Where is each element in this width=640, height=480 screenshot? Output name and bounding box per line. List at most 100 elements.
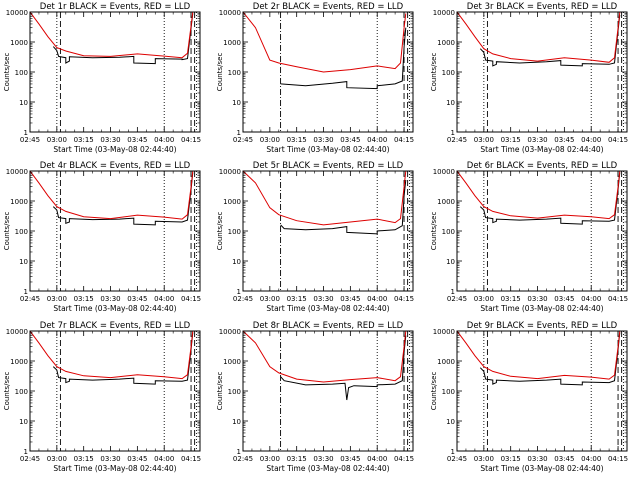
lld-series-line (30, 171, 194, 220)
panel-title: Det 8r BLACK = Events, RED = LLD (253, 321, 404, 331)
y-tick-label: 1000 (10, 39, 28, 47)
x-axis-label: Start Time (03-May-08 02:44:40) (266, 464, 389, 473)
events-series-line (280, 179, 407, 235)
y-tick-label: 10 (232, 99, 241, 107)
x-tick-label: 04:15 (608, 136, 628, 144)
x-tick-label: 04:00 (367, 295, 387, 303)
panel-title: Det 2r BLACK = Events, RED = LLD (253, 2, 404, 12)
y-tick-label: 1000 (437, 39, 455, 47)
y-axis-label: Counts/sec (430, 53, 438, 92)
y-tick-label: 100 (442, 69, 455, 77)
x-tick-label: 02:45 (20, 295, 40, 303)
y-tick-label: 100 (15, 388, 28, 396)
x-tick-label: 03:15 (74, 455, 94, 463)
plot-frame (456, 170, 628, 292)
y-tick-label: 100 (442, 388, 455, 396)
series-group (30, 331, 194, 385)
lld-series-line (30, 331, 194, 380)
y-tick-label: 10 (446, 258, 455, 266)
y-tick-label: 10000 (219, 168, 241, 176)
detector-panel-8: Det 8r BLACK = Events, RED = LLD 1 10 100 10… (216, 321, 414, 473)
x-axis-label: Start Time (03-May-08 02:44:40) (53, 145, 176, 154)
detector-panel-3: Det 3r BLACK = Events, RED = LLD 1 10 100 10… (430, 2, 628, 154)
y-tick-label: 1000 (437, 358, 455, 366)
events-series-line (280, 335, 407, 401)
x-tick-label: 04:00 (367, 136, 387, 144)
series-group (243, 12, 407, 90)
x-tick-label: 04:00 (367, 455, 387, 463)
y-tick-label: 10 (232, 258, 241, 266)
series-group (30, 171, 194, 226)
series-group (243, 331, 407, 401)
x-tick-label: 03:45 (340, 295, 360, 303)
y-tick-label: 10 (446, 418, 455, 426)
x-tick-label: 03:00 (260, 455, 280, 463)
y-tick-label: 10 (19, 258, 28, 266)
x-tick-label: 04:15 (608, 295, 628, 303)
y-tick-label: 1000 (437, 198, 455, 206)
panel-title: Det 5r BLACK = Events, RED = LLD (253, 161, 404, 171)
y-tick-label: 10000 (219, 9, 241, 17)
y-tick-label: 10000 (433, 9, 455, 17)
detector-panel-7: Det 7r BLACK = Events, RED = LLD 1 10 100 10… (3, 321, 201, 473)
y-axis-label: Counts/sec (430, 372, 438, 411)
x-tick-label: 02:45 (20, 136, 40, 144)
series-group (457, 331, 621, 386)
y-tick-label: 1000 (10, 198, 28, 206)
x-tick-label: 04:00 (581, 295, 601, 303)
y-tick-label: 1 (237, 448, 241, 456)
x-tick-label: 03:30 (313, 295, 333, 303)
x-axis-label: Start Time (03-May-08 02:44:40) (480, 304, 603, 313)
lld-series-line (457, 171, 621, 220)
events-series-line (479, 14, 621, 67)
x-axis-label: Start Time (03-May-08 02:44:40) (53, 304, 176, 313)
x-tick-label: 03:00 (260, 136, 280, 144)
y-tick-label: 10 (232, 418, 241, 426)
y-tick-label: 10000 (6, 328, 28, 336)
x-tick-label: 04:15 (394, 455, 414, 463)
x-tick-label: 03:15 (501, 455, 521, 463)
y-tick-label: 100 (15, 228, 28, 236)
y-tick-label: 10 (446, 99, 455, 107)
y-axis-label: Counts/sec (216, 212, 224, 251)
panel-title: Det 3r BLACK = Events, RED = LLD (467, 2, 618, 12)
x-tick-label: 04:15 (394, 136, 414, 144)
y-axis-label: Counts/sec (3, 372, 11, 411)
x-axis-label: Start Time (03-May-08 02:44:40) (266, 304, 389, 313)
x-tick-label: 03:30 (527, 295, 547, 303)
x-tick-label: 03:15 (501, 136, 521, 144)
x-tick-label: 03:45 (340, 136, 360, 144)
panel-title: Det 9r BLACK = Events, RED = LLD (467, 321, 618, 331)
x-tick-label: 03:45 (554, 295, 574, 303)
x-tick-label: 03:45 (127, 295, 147, 303)
x-tick-label: 04:15 (181, 136, 201, 144)
y-tick-label: 100 (228, 69, 241, 77)
y-axis-label: Counts/sec (3, 212, 11, 251)
plot-frame (29, 11, 201, 133)
x-axis-label: Start Time (03-May-08 02:44:40) (266, 145, 389, 154)
y-axis-label: Counts/sec (216, 53, 224, 92)
x-tick-label: 04:00 (581, 455, 601, 463)
x-tick-label: 02:45 (233, 295, 253, 303)
x-tick-label: 03:45 (340, 455, 360, 463)
y-tick-label: 100 (228, 228, 241, 236)
x-tick-label: 03:30 (100, 295, 120, 303)
plot-frame (29, 170, 201, 292)
detector-panel-9: Det 9r BLACK = Events, RED = LLD 1 10 100 10… (430, 321, 628, 473)
x-tick-label: 03:30 (100, 455, 120, 463)
x-tick-label: 03:00 (474, 295, 494, 303)
y-tick-label: 100 (228, 388, 241, 396)
lld-series-line (243, 171, 407, 226)
lld-series-line (30, 12, 194, 59)
x-tick-label: 04:15 (181, 455, 201, 463)
y-tick-label: 10 (19, 99, 28, 107)
x-tick-label: 03:00 (47, 455, 67, 463)
detector-panel-2: Det 2r BLACK = Events, RED = LLD 1 10 100 10… (216, 2, 414, 154)
y-tick-label: 100 (442, 228, 455, 236)
y-tick-label: 1 (24, 448, 28, 456)
x-tick-label: 03:15 (287, 295, 307, 303)
x-tick-label: 03:45 (127, 455, 147, 463)
x-tick-label: 03:30 (527, 136, 547, 144)
y-axis-label: Counts/sec (430, 212, 438, 251)
